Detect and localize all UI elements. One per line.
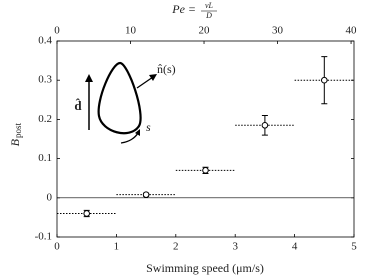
x-tick-label: 2: [173, 241, 179, 253]
inset-diagram: d̂ n̂(s) s: [74, 61, 176, 144]
y-tick-label: 0.3: [38, 74, 52, 86]
top-label-denominator: D: [205, 11, 212, 20]
y-label-main: B: [8, 138, 22, 146]
x-tick-label: 0: [54, 241, 60, 253]
n-arrow: [136, 76, 154, 89]
data-point: [261, 121, 269, 129]
plot-frame: [56, 40, 355, 238]
x2-tick-label: 20: [199, 25, 211, 37]
s-arrowhead: [135, 129, 140, 136]
y-axis-label: B post: [8, 122, 23, 146]
top-label-numerator: vL: [205, 1, 214, 10]
x-tick-label: 1: [114, 241, 120, 253]
y-tick-label: 0.2: [38, 113, 52, 125]
d-arrowhead: [85, 74, 93, 82]
swimmer-shape: [97, 61, 142, 135]
data-point: [83, 210, 90, 217]
annotation-d: d̂: [74, 98, 82, 113]
n-arrowhead: [149, 74, 157, 81]
s-arrow: [120, 132, 139, 144]
data-point: [202, 167, 209, 174]
annotation-s: s: [146, 120, 151, 134]
data-point: [321, 76, 328, 84]
x2-tick-label: 10: [125, 25, 137, 37]
y-tick-label: 0: [47, 191, 53, 203]
x-tick-label: 4: [292, 241, 298, 253]
y-tick-label: 0.4: [38, 35, 52, 47]
data-point: [142, 191, 150, 198]
top-label: Pe =: [171, 2, 196, 16]
x2-tick-label: 30: [272, 25, 284, 37]
y-tick-label: 0.1: [38, 152, 52, 164]
x2-tick-label: 0: [54, 25, 60, 37]
x-tick-label: 5: [351, 241, 357, 253]
annotation-n: n̂(s): [157, 62, 176, 76]
y-label-sub: post: [13, 122, 23, 138]
x-axis-label: Swimming speed (μm/s): [146, 261, 264, 275]
x-tick-label: 3: [232, 241, 238, 253]
x2-tick-label: 40: [346, 25, 358, 37]
y-tick-label: -0.1: [35, 231, 52, 243]
